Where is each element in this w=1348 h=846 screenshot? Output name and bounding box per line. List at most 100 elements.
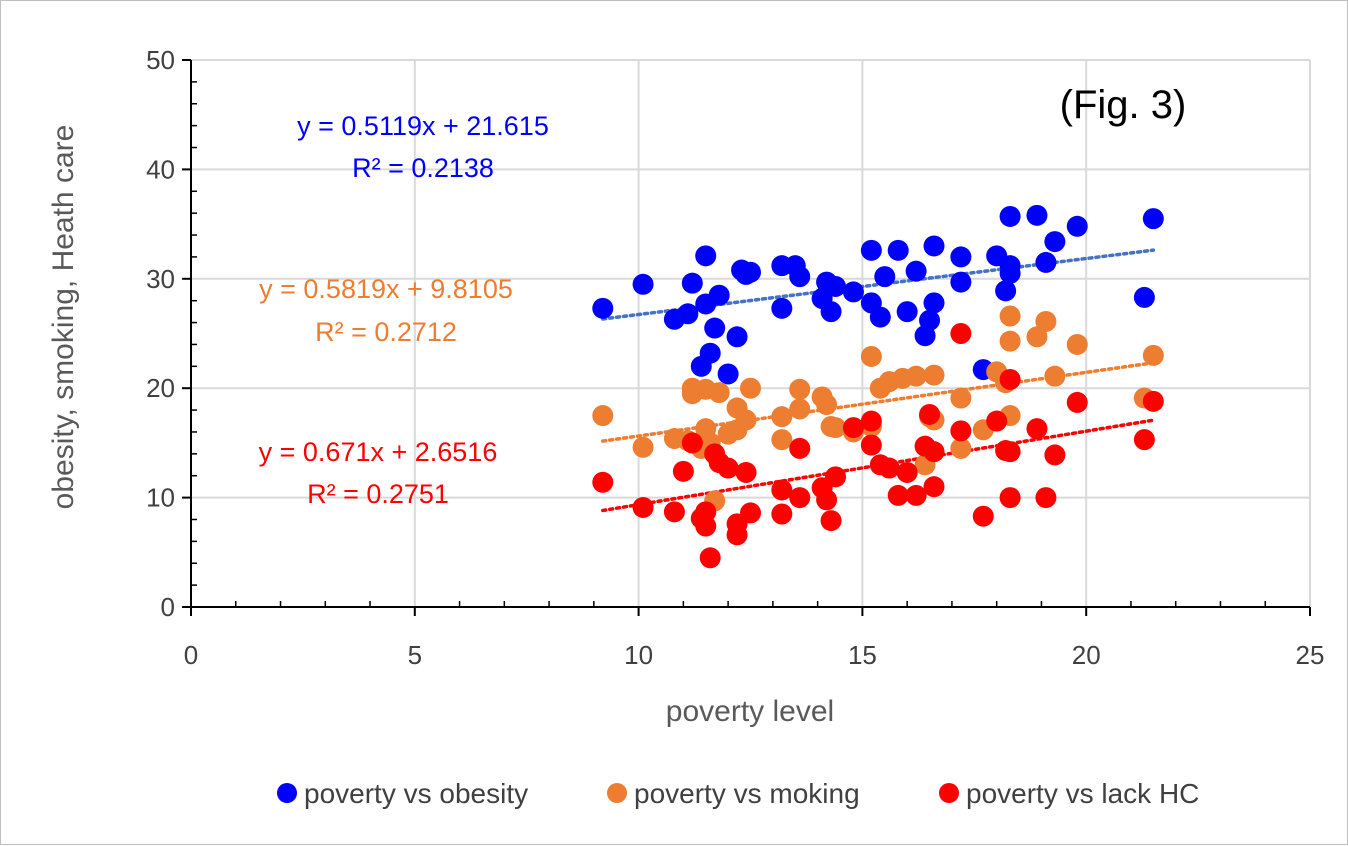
r2-obesity: R² = 0.2138 [352,153,494,183]
x-tick-label: 0 [184,640,198,670]
eq-lack-hc: y = 0.671x + 2.6516 [259,437,498,467]
data-point-lack-hc [999,487,1021,509]
data-point-lack-hc [825,466,847,488]
data-point-obesity [869,306,891,328]
data-point-lack-hc [896,461,918,483]
data-point-obesity [860,239,882,261]
data-point-lack-hc [789,437,811,459]
y-tick-label: 0 [161,592,175,622]
data-point-obesity [999,262,1021,284]
y-tick-label: 30 [146,264,175,294]
data-point-smoking [740,377,761,399]
data-point-smoking [708,382,730,404]
data-point-lack-hc [717,457,739,479]
data-point-obesity [905,260,927,282]
data-point-obesity [825,275,847,297]
data-point-lack-hc [950,420,972,442]
x-tick-label: 25 [1296,640,1325,670]
data-point-lack-hc [905,484,927,506]
data-point-smoking [789,398,811,420]
data-point-obesity [771,297,793,319]
data-point-obesity [874,266,896,288]
legend-label-lack-hc: poverty vs lack HC [966,778,1199,809]
legend-label-obesity: poverty vs obesity [304,778,528,809]
data-point-obesity [592,297,614,319]
data-point-lack-hc [735,461,757,483]
data-point-lack-hc [999,368,1021,390]
legend-marker-obesity [277,783,297,803]
data-point-smoking [789,378,811,400]
data-point-lack-hc [726,524,748,546]
legend-marker-lack-hc [939,783,959,803]
data-point-lack-hc [672,460,694,482]
data-point-smoking [1035,310,1057,332]
data-point-obesity [919,309,941,331]
data-point-lack-hc [695,501,717,523]
data-point-obesity [950,271,972,293]
data-point-lack-hc [878,457,900,479]
data-point-smoking [1066,333,1088,355]
data-point-smoking [950,437,972,459]
data-point-lack-hc [816,489,838,511]
data-point-obesity [842,281,864,303]
fig-annotation: (Fig. 3) [1060,83,1187,127]
data-point-lack-hc [923,441,945,463]
data-point-obesity [695,245,717,267]
data-point-lack-hc [950,323,972,344]
data-point-lack-hc [923,476,945,498]
data-point-lack-hc [740,502,761,524]
y-tick-label: 10 [146,483,175,513]
data-point-obesity [1142,208,1164,230]
data-point-lack-hc [999,441,1021,463]
data-point-smoking [632,436,654,458]
y-tick-label: 40 [146,154,175,184]
data-point-lack-hc [663,501,685,523]
data-point-obesity [1066,215,1088,237]
data-point-obesity [1044,231,1066,253]
x-tick-label: 15 [848,640,877,670]
data-point-obesity [950,246,972,268]
data-point-obesity [896,301,918,323]
data-point-lack-hc [860,434,882,456]
data-point-obesity [789,266,811,288]
data-point-smoking [816,394,838,416]
data-point-lack-hc [1044,444,1066,466]
legend: poverty vs obesity poverty vs moking pov… [277,778,1199,809]
data-point-lack-hc [820,510,842,532]
data-point-lack-hc [860,410,882,432]
data-point-smoking [999,305,1021,327]
data-point-obesity [740,261,761,283]
data-point-lack-hc [771,503,793,525]
x-tick-label: 10 [624,640,653,670]
data-point-lack-hc [699,547,721,569]
data-point-obesity [923,235,945,257]
legend-marker-smoking [607,783,627,803]
y-tick-label: 50 [146,45,175,75]
data-point-smoking [771,429,793,451]
data-point-obesity [887,239,909,261]
data-point-lack-hc [632,496,654,518]
data-point-obesity [995,280,1017,302]
data-point-obesity [681,272,703,294]
data-point-smoking [950,387,972,409]
data-point-obesity [677,303,699,325]
data-point-obesity [704,317,726,339]
data-point-obesity [999,205,1021,227]
data-point-smoking [1026,326,1048,348]
axes [182,59,1311,616]
data-point-smoking [1044,365,1066,387]
data-point-lack-hc [972,505,994,527]
data-point-obesity [1133,286,1155,308]
x-tick-labels: 0 5 10 15 20 25 [184,640,1325,670]
data-point-smoking [771,406,793,428]
r2-smoking: R² = 0.2712 [315,317,457,347]
data-point-lack-hc [1142,390,1164,412]
data-point-lack-hc [771,479,793,501]
data-point-obesity [699,342,721,364]
data-point-lack-hc [1026,418,1048,440]
data-point-smoking [860,345,882,367]
data-point-smoking [905,365,927,387]
data-point-lack-hc [887,484,909,506]
